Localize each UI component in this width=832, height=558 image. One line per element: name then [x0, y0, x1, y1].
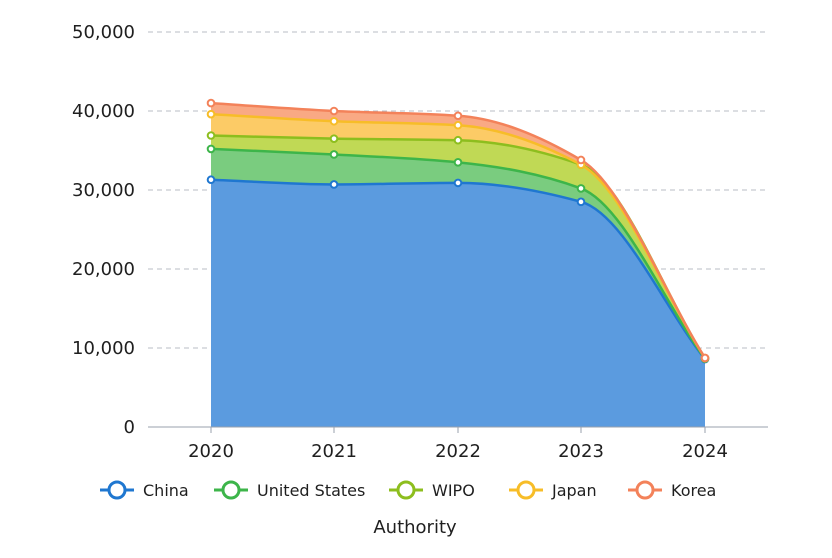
x-axis-title: Authority — [373, 517, 457, 538]
legend-item-japan[interactable]: Japan — [509, 481, 597, 500]
point-china[interactable] — [208, 176, 215, 183]
point-japan[interactable] — [331, 118, 338, 125]
point-united-states[interactable] — [208, 146, 215, 153]
y-tick-label: 50,000 — [72, 22, 135, 43]
area-china — [211, 180, 705, 427]
point-japan[interactable] — [455, 122, 462, 129]
area-chart: 0 10,000 20,000 30,000 40,000 50,000 2020 2021 2… — [0, 0, 832, 558]
x-tick-label: 2023 — [558, 441, 604, 462]
y-tick-label: 20,000 — [72, 259, 135, 280]
legend-label: WIPO — [432, 481, 475, 500]
x-tick-label: 2020 — [188, 441, 234, 462]
point-wipo[interactable] — [331, 135, 338, 142]
y-tick-label: 30,000 — [72, 180, 135, 201]
y-tick-label: 10,000 — [72, 338, 135, 359]
legend-swatch-marker — [109, 482, 125, 498]
legend-item-united-states[interactable]: United States — [214, 481, 365, 500]
legend-swatch-marker — [398, 482, 414, 498]
legend-item-korea[interactable]: Korea — [628, 481, 716, 500]
chart: 0 10,000 20,000 30,000 40,000 50,000 2020 2021 2… — [0, 0, 832, 558]
legend-swatch-marker — [223, 482, 239, 498]
point-korea[interactable] — [208, 100, 215, 107]
legend-label: China — [143, 481, 189, 500]
legend-label: Japan — [551, 481, 597, 500]
point-korea[interactable] — [331, 108, 338, 115]
legend[interactable]: China United States WIPO Japan Korea — [100, 481, 716, 500]
point-korea[interactable] — [702, 355, 709, 362]
legend-swatch-marker — [518, 482, 534, 498]
point-united-states[interactable] — [331, 151, 338, 158]
legend-label: United States — [257, 481, 365, 500]
point-united-states[interactable] — [455, 159, 462, 166]
x-tick-label: 2024 — [682, 441, 728, 462]
point-china[interactable] — [578, 199, 585, 206]
point-japan[interactable] — [208, 111, 215, 118]
legend-item-wipo[interactable]: WIPO — [389, 481, 475, 500]
legend-item-china[interactable]: China — [100, 481, 189, 500]
point-china[interactable] — [455, 180, 462, 187]
point-korea[interactable] — [578, 157, 585, 164]
point-wipo[interactable] — [455, 137, 462, 144]
point-united-states[interactable] — [578, 185, 585, 192]
point-korea[interactable] — [455, 112, 462, 119]
y-tick-label: 40,000 — [72, 101, 135, 122]
y-tick-label: 0 — [124, 417, 135, 438]
point-wipo[interactable] — [208, 132, 215, 139]
x-tick-label: 2022 — [435, 441, 481, 462]
legend-label: Korea — [671, 481, 716, 500]
x-tick-label: 2021 — [311, 441, 357, 462]
point-china[interactable] — [331, 181, 338, 188]
legend-swatch-marker — [637, 482, 653, 498]
